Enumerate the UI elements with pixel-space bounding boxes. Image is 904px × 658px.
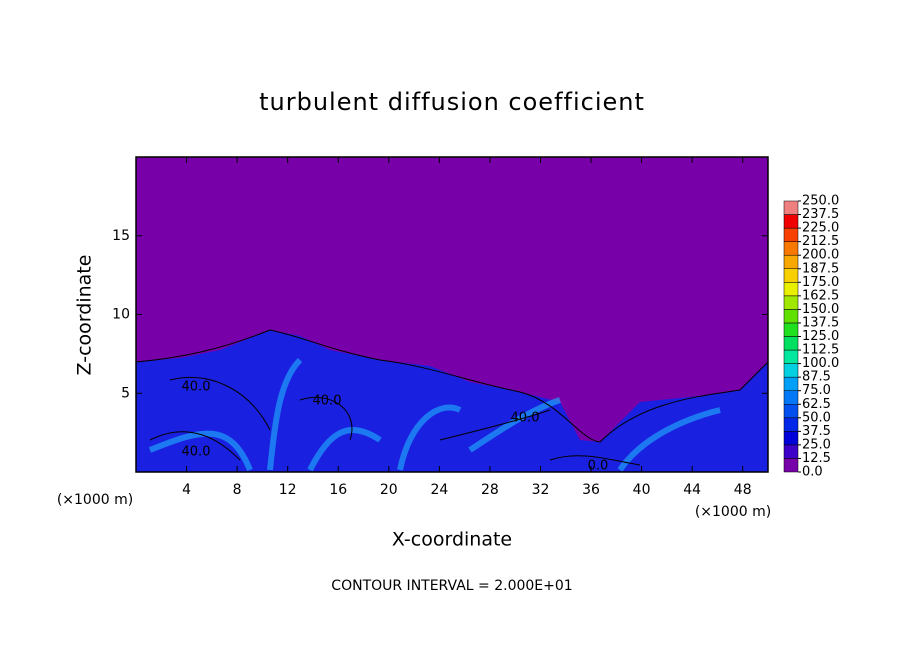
colorbar-swatch xyxy=(783,322,799,337)
footer-note: CONTOUR INTERVAL = 2.000E+01 xyxy=(331,578,572,594)
colorbar-label: 150.0 xyxy=(802,302,839,317)
colorbar-swatch xyxy=(783,404,799,419)
x-axis-title: X-coordinate xyxy=(392,529,512,551)
contour-label: 40.0 xyxy=(313,394,342,409)
x-tick-label: 12 xyxy=(279,482,297,498)
colorbar-label: 50.0 xyxy=(802,410,831,425)
x-tick-label: 28 xyxy=(481,482,499,498)
colorbar-swatch xyxy=(783,295,799,310)
contour-label: 0.0 xyxy=(588,459,609,474)
colorbar-swatch xyxy=(783,376,799,391)
x-tick-label: 24 xyxy=(430,482,448,498)
colorbar-swatch xyxy=(783,349,799,364)
colorbar-swatch xyxy=(783,200,799,215)
colorbar-label: 250.0 xyxy=(802,194,839,209)
x-tick-label: 8 xyxy=(233,482,242,498)
x-tick-label: 48 xyxy=(734,482,752,498)
y-tick-label: 10 xyxy=(112,307,130,323)
colorbar-label: 37.5 xyxy=(802,424,831,439)
colorbar-swatch xyxy=(783,336,799,351)
field xyxy=(135,157,769,472)
colorbar-swatch xyxy=(783,227,799,242)
y-tick-label: 15 xyxy=(112,228,130,244)
chart-title: turbulent diffusion coefficient xyxy=(259,88,645,116)
colorbar-swatch xyxy=(783,214,799,229)
colorbar-swatch xyxy=(783,444,799,459)
colorbar-label: 225.0 xyxy=(802,221,839,236)
x-tick-label: 40 xyxy=(633,482,651,498)
colorbar-label: 25.0 xyxy=(802,437,831,452)
x-unit-label: (×1000 m) xyxy=(57,492,133,508)
colorbar-label: 100.0 xyxy=(802,356,839,371)
colorbar-swatch xyxy=(783,417,799,432)
y-tick-label: 5 xyxy=(121,385,130,401)
colorbar-label: 62.5 xyxy=(802,397,831,412)
x-tick-label: 36 xyxy=(582,482,600,498)
contour-label: 40.0 xyxy=(182,445,211,460)
contour-label: 40.0 xyxy=(511,411,540,426)
colorbar-label: 137.5 xyxy=(802,315,839,330)
colorbar-label: 125.0 xyxy=(802,329,839,344)
x-tick-label: 16 xyxy=(329,482,347,498)
x-tick-label: 20 xyxy=(380,482,398,498)
contour-line xyxy=(149,376,641,466)
x-tick-label: 4 xyxy=(182,482,191,498)
contour-line xyxy=(135,329,769,443)
colorbar-label: 0.0 xyxy=(802,465,823,480)
y-axis-title: Z-coordinate xyxy=(74,255,96,376)
colorbar-label: 212.5 xyxy=(802,234,839,249)
colorbar-label: 112.5 xyxy=(802,343,839,358)
colorbar-swatch xyxy=(783,241,799,256)
colorbar-swatch xyxy=(783,458,799,473)
field-streak xyxy=(148,357,721,472)
x-tick-label: 44 xyxy=(683,482,701,498)
colorbar-swatch xyxy=(783,268,799,283)
colorbar-swatch xyxy=(783,309,799,324)
colorbar-swatch xyxy=(783,431,799,446)
colorbar-swatch xyxy=(783,363,799,378)
contour-label: 40.0 xyxy=(182,380,211,395)
colorbar-label: 237.5 xyxy=(802,207,839,222)
colorbar-label: 87.5 xyxy=(802,370,831,385)
colorbar-label: 162.5 xyxy=(802,288,839,303)
colorbar-swatch xyxy=(783,390,799,405)
x-tick-label: 32 xyxy=(532,482,550,498)
x-unit-label: (×1000 m) xyxy=(695,504,771,520)
colorbar-label: 12.5 xyxy=(802,451,831,466)
colorbar-label: 75.0 xyxy=(802,383,831,398)
colorbar-label: 175.0 xyxy=(802,275,839,290)
colorbar-swatch xyxy=(783,254,799,269)
colorbar-swatch xyxy=(783,282,799,297)
colorbar-label: 200.0 xyxy=(802,248,839,263)
colorbar-label: 187.5 xyxy=(802,261,839,276)
